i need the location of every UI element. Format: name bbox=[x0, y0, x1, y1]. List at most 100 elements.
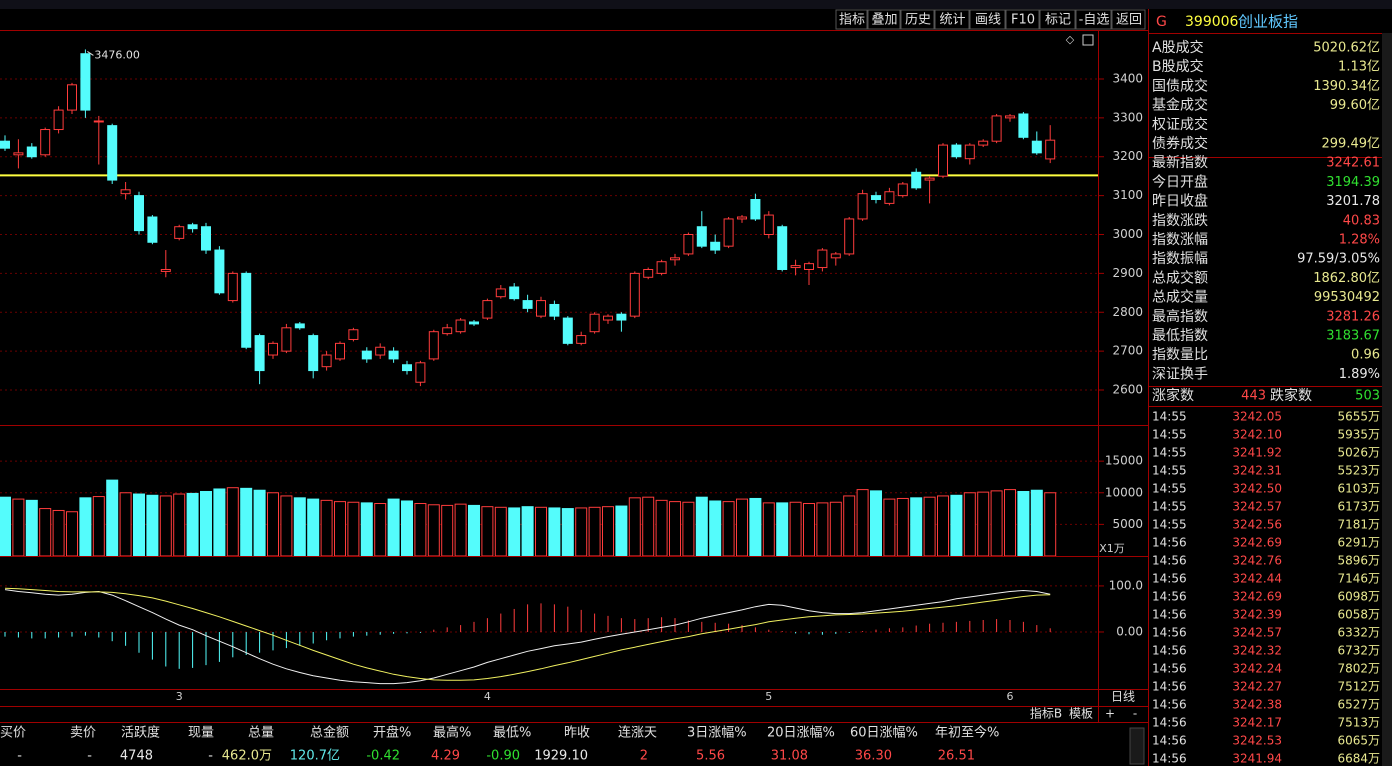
toolbar-button[interactable] bbox=[934, 9, 970, 30]
breadth-label: 涨家数 bbox=[1152, 387, 1194, 404]
toolbar-label[interactable]: 历史 bbox=[905, 13, 931, 28]
stat-label: 债券成交 bbox=[1152, 135, 1208, 152]
stat-label: 深证换手 bbox=[1152, 365, 1208, 382]
toolbar-button[interactable] bbox=[1039, 9, 1076, 30]
stat-label: 基金成交 bbox=[1152, 97, 1208, 114]
tick-price: 3242.57 bbox=[1232, 626, 1282, 640]
stat-label: 最新指数 bbox=[1152, 155, 1208, 171]
column-value: -0.90 bbox=[486, 749, 520, 764]
candle-body bbox=[80, 53, 91, 111]
candle-body bbox=[428, 331, 439, 360]
column-header: 3日涨幅% bbox=[687, 726, 747, 741]
scrollbar[interactable] bbox=[1382, 33, 1392, 766]
tick-time: 14:56 bbox=[1152, 734, 1187, 748]
column-header: 买价 bbox=[0, 726, 26, 741]
icon-square[interactable] bbox=[1082, 34, 1094, 46]
candle-body bbox=[107, 125, 118, 181]
volume-bar bbox=[548, 507, 561, 557]
volume-bar bbox=[280, 495, 293, 557]
control-button[interactable]: - bbox=[1133, 707, 1137, 721]
candle-body bbox=[482, 300, 493, 319]
tick-price: 3242.27 bbox=[1232, 680, 1282, 694]
volume-bar bbox=[307, 498, 320, 557]
stat-value: 3201.78 bbox=[1326, 194, 1380, 209]
toolbar-button[interactable] bbox=[969, 9, 1006, 30]
candle-body bbox=[938, 144, 948, 177]
tick-price: 3242.44 bbox=[1232, 572, 1282, 586]
candle-body bbox=[857, 193, 868, 220]
stat-label: 昨日收盘 bbox=[1152, 193, 1208, 210]
column-value: - bbox=[17, 749, 22, 764]
candle-body bbox=[844, 218, 855, 255]
volume-bar bbox=[535, 506, 547, 557]
candle-body bbox=[415, 362, 426, 383]
toolbar-button[interactable] bbox=[900, 9, 935, 30]
candle-body bbox=[227, 272, 238, 302]
scrollbar-small[interactable] bbox=[1129, 727, 1145, 765]
volume-bar bbox=[829, 501, 842, 557]
candle-body bbox=[134, 195, 144, 232]
toolbar-label[interactable]: 统计 bbox=[939, 13, 965, 28]
tick-volume: 7146万 bbox=[1337, 572, 1380, 586]
tick-time: 14:56 bbox=[1152, 590, 1187, 604]
volume-bar bbox=[1044, 492, 1057, 557]
tick-volume: 7181万 bbox=[1337, 518, 1380, 532]
toolbar-label[interactable]: 指标 bbox=[839, 13, 865, 28]
candle-body bbox=[0, 140, 10, 149]
candle-body bbox=[1045, 139, 1056, 160]
y-tick-label: 10000 bbox=[1105, 485, 1143, 499]
period-label[interactable]: 日线 bbox=[1111, 690, 1135, 704]
volume-bar bbox=[682, 501, 695, 557]
control-button[interactable]: + bbox=[1105, 707, 1115, 721]
tick-volume: 5523万 bbox=[1337, 464, 1380, 478]
column-header: 总金额 bbox=[310, 725, 349, 741]
icon-diamond[interactable]: ◇ bbox=[1066, 33, 1075, 46]
toolbar-button[interactable] bbox=[1111, 9, 1146, 30]
volume-bar bbox=[414, 503, 427, 557]
volume-bar bbox=[950, 494, 963, 557]
toolbar-label[interactable]: -自选 bbox=[1079, 13, 1110, 28]
stat-value: 97.59/3.05% bbox=[1297, 252, 1380, 267]
toolbar-button[interactable] bbox=[867, 9, 901, 30]
toolbar-label[interactable]: 叠加 bbox=[871, 13, 897, 28]
candle-body bbox=[696, 226, 707, 247]
volume-bar bbox=[856, 489, 869, 557]
toolbar-label[interactable]: 返回 bbox=[1116, 13, 1142, 28]
volume-bar bbox=[736, 498, 748, 557]
tick-price: 3242.57 bbox=[1232, 500, 1282, 514]
stat-label: A股成交 bbox=[1152, 39, 1204, 56]
column-value: 462.0万 bbox=[222, 749, 272, 764]
control-button[interactable]: 模板 bbox=[1069, 707, 1093, 721]
volume-bar bbox=[186, 492, 199, 557]
toolbar-button[interactable] bbox=[1005, 9, 1040, 30]
candle-body bbox=[656, 261, 667, 274]
x-tick-label: 6 bbox=[1007, 690, 1014, 703]
y-tick-label: 5000 bbox=[1112, 517, 1143, 531]
tick-time: 14:56 bbox=[1152, 608, 1187, 622]
toolbar-label[interactable]: 标记 bbox=[1045, 13, 1071, 28]
candle-body bbox=[147, 216, 158, 243]
toolbar-button[interactable] bbox=[835, 9, 868, 30]
volume-bar bbox=[816, 502, 829, 557]
volume-bar bbox=[253, 489, 266, 557]
tick-time: 14:56 bbox=[1152, 680, 1187, 694]
volume-bar bbox=[293, 497, 306, 557]
y-tick-label: 2600 bbox=[1112, 383, 1143, 397]
tick-price: 3242.31 bbox=[1232, 464, 1282, 478]
candle-body bbox=[53, 109, 64, 131]
toolbar-label[interactable]: 画线 bbox=[975, 13, 1001, 28]
tick-time: 14:55 bbox=[1152, 410, 1187, 424]
candle-body bbox=[13, 152, 24, 156]
control-button[interactable]: 指标B bbox=[1030, 706, 1062, 721]
tick-time: 14:55 bbox=[1152, 446, 1187, 460]
tick-volume: 6173万 bbox=[1337, 500, 1380, 514]
volume-bar bbox=[977, 491, 990, 557]
volume-bar bbox=[1030, 489, 1043, 557]
volume-bar bbox=[213, 488, 226, 557]
toolbar-label[interactable]: F10 bbox=[1011, 13, 1035, 28]
column-header: 年初至今% bbox=[935, 725, 999, 741]
candle-body bbox=[522, 300, 533, 309]
toolbar-button[interactable] bbox=[1075, 9, 1112, 30]
column-value: -0.42 bbox=[366, 749, 400, 764]
